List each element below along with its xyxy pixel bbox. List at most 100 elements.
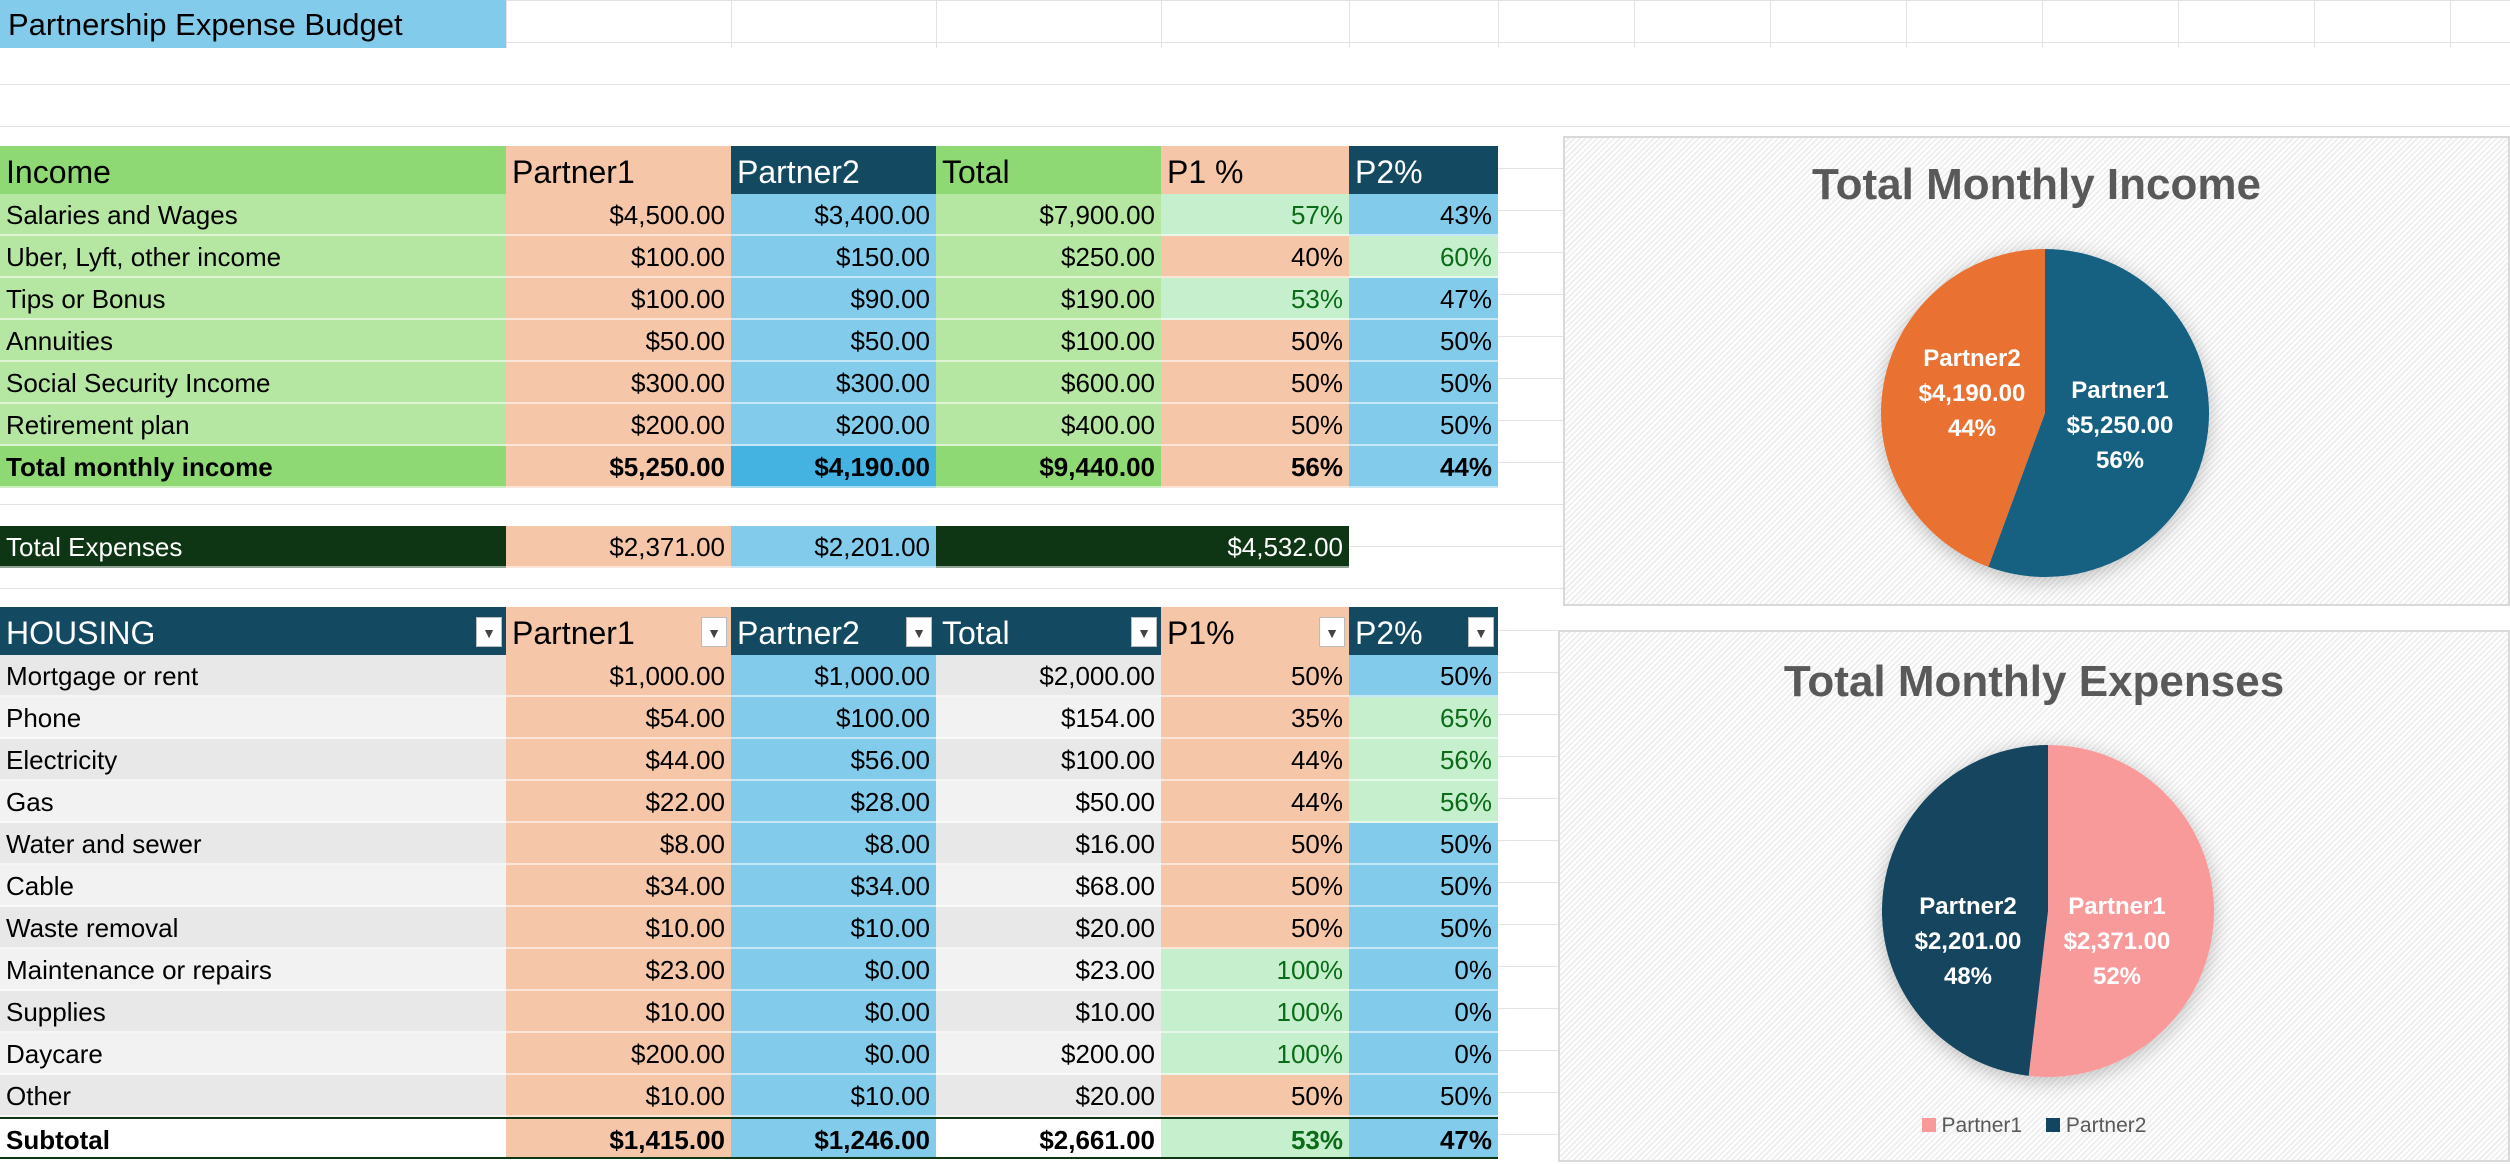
cell-p1-pct[interactable]: 100% (1161, 949, 1349, 991)
cell-label[interactable]: Cable (0, 865, 506, 907)
cell-partner2[interactable]: $34.00 (731, 865, 936, 907)
cell-label[interactable]: Tips or Bonus (0, 278, 506, 320)
cell-partner1[interactable]: $34.00 (506, 865, 731, 907)
cell-p1-pct[interactable]: 44% (1161, 781, 1349, 823)
column-header-p2-pct[interactable]: P2% ▼ (1349, 607, 1498, 655)
cell-p1-pct[interactable]: 50% (1161, 404, 1349, 446)
cell-p1-pct[interactable]: 35% (1161, 697, 1349, 739)
total-cell-partner2[interactable]: $1,246.00 (731, 1117, 936, 1159)
total-cell-p1-pct[interactable]: 53% (1161, 1117, 1349, 1159)
cell-p2-pct[interactable]: 50% (1349, 362, 1498, 404)
cell-total[interactable]: $100.00 (936, 320, 1161, 362)
cell-p2-pct[interactable]: 50% (1349, 404, 1498, 446)
total-cell-p2-pct[interactable]: 44% (1349, 446, 1498, 488)
cell-total[interactable]: $20.00 (936, 1075, 1161, 1117)
cell-partner1[interactable]: $22.00 (506, 781, 731, 823)
cell-partner1[interactable]: $10.00 (506, 991, 731, 1033)
cell-partner2[interactable]: $90.00 (731, 278, 936, 320)
cell-partner2[interactable]: $100.00 (731, 697, 936, 739)
column-header-total[interactable]: Total (936, 146, 1161, 194)
column-header-partner2[interactable]: Partner2 ▼ (731, 607, 936, 655)
cell-p1-pct[interactable]: 100% (1161, 991, 1349, 1033)
total-expenses-label[interactable]: Total Expenses (0, 526, 506, 568)
cell-total[interactable]: $154.00 (936, 697, 1161, 739)
cell-p1-pct[interactable]: 50% (1161, 865, 1349, 907)
column-header-label[interactable]: HOUSING ▼ (0, 607, 506, 655)
cell-partner2[interactable]: $0.00 (731, 949, 936, 991)
cell-partner2[interactable]: $28.00 (731, 781, 936, 823)
cell-partner2[interactable]: $0.00 (731, 1033, 936, 1075)
cell-label[interactable]: Mortgage or rent (0, 655, 506, 697)
pie-slice-partner2[interactable] (1881, 249, 2045, 567)
cell-total[interactable]: $50.00 (936, 781, 1161, 823)
cell-total[interactable]: $100.00 (936, 739, 1161, 781)
cell-total[interactable]: $16.00 (936, 823, 1161, 865)
cell-p2-pct[interactable]: 56% (1349, 781, 1498, 823)
filter-dropdown-icon[interactable]: ▼ (1319, 617, 1345, 647)
filter-dropdown-icon[interactable]: ▼ (1131, 617, 1157, 647)
column-header-partner1[interactable]: Partner1 ▼ (506, 607, 731, 655)
cell-label[interactable]: Other (0, 1075, 506, 1117)
cell-p2-pct[interactable]: 43% (1349, 194, 1498, 236)
cell-p2-pct[interactable]: 0% (1349, 949, 1498, 991)
cell-p1-pct[interactable]: 40% (1161, 236, 1349, 278)
pie-slice-partner1[interactable] (1988, 249, 2209, 577)
pie-slice-partner2[interactable] (1882, 745, 2048, 1076)
column-header-label[interactable]: Income (0, 146, 506, 194)
cell-partner2[interactable]: $10.00 (731, 1075, 936, 1117)
cell-label[interactable]: Water and sewer (0, 823, 506, 865)
cell-partner2[interactable]: $1,000.00 (731, 655, 936, 697)
cell-partner1[interactable]: $100.00 (506, 278, 731, 320)
cell-label[interactable]: Electricity (0, 739, 506, 781)
income-pie-chart[interactable]: Total Monthly Income Partner1 $5,250.00 56… (1563, 136, 2510, 606)
column-header-partner2[interactable]: Partner2 (731, 146, 936, 194)
cell-p1-pct[interactable]: 50% (1161, 320, 1349, 362)
cell-total[interactable]: $68.00 (936, 865, 1161, 907)
filter-dropdown-icon[interactable]: ▼ (1468, 617, 1494, 647)
cell-p1-pct[interactable]: 50% (1161, 1075, 1349, 1117)
total-cell-label[interactable]: Total monthly income (0, 446, 506, 488)
pie-slice-partner1[interactable] (2028, 745, 2215, 1077)
filter-dropdown-icon[interactable]: ▼ (476, 617, 502, 647)
cell-partner1[interactable]: $1,000.00 (506, 655, 731, 697)
cell-label[interactable]: Supplies (0, 991, 506, 1033)
cell-p1-pct[interactable]: 50% (1161, 823, 1349, 865)
cell-partner2[interactable]: $3,400.00 (731, 194, 936, 236)
cell-partner1[interactable]: $4,500.00 (506, 194, 731, 236)
cell-total[interactable]: $23.00 (936, 949, 1161, 991)
column-header-p1-pct[interactable]: P1 % (1161, 146, 1349, 194)
cell-partner1[interactable]: $44.00 (506, 739, 731, 781)
total-cell-total[interactable]: $9,440.00 (936, 446, 1161, 488)
column-header-total[interactable]: Total ▼ (936, 607, 1161, 655)
cell-partner2[interactable]: $150.00 (731, 236, 936, 278)
cell-total[interactable]: $2,000.00 (936, 655, 1161, 697)
cell-partner2[interactable]: $10.00 (731, 907, 936, 949)
cell-total[interactable]: $400.00 (936, 404, 1161, 446)
total-cell-partner1[interactable]: $1,415.00 (506, 1117, 731, 1159)
total-cell-p2-pct[interactable]: 47% (1349, 1117, 1498, 1159)
cell-p1-pct[interactable]: 57% (1161, 194, 1349, 236)
cell-p2-pct[interactable]: 50% (1349, 1075, 1498, 1117)
total-expenses-partner2[interactable]: $2,201.00 (731, 526, 936, 568)
sheet-title[interactable]: Partnership Expense Budget (0, 0, 506, 48)
cell-label[interactable]: Gas (0, 781, 506, 823)
total-expenses-partner1[interactable]: $2,371.00 (506, 526, 731, 568)
cell-partner1[interactable]: $300.00 (506, 362, 731, 404)
total-cell-partner2[interactable]: $4,190.00 (731, 446, 936, 488)
cell-p2-pct[interactable]: 0% (1349, 1033, 1498, 1075)
cell-p2-pct[interactable]: 56% (1349, 739, 1498, 781)
expenses-pie-chart[interactable]: Total Monthly Expenses Partner1 $2,371.00… (1558, 630, 2510, 1162)
cell-partner1[interactable]: $200.00 (506, 404, 731, 446)
cell-label[interactable]: Maintenance or repairs (0, 949, 506, 991)
filter-dropdown-icon[interactable]: ▼ (701, 617, 727, 647)
cell-partner2[interactable]: $200.00 (731, 404, 936, 446)
cell-p1-pct[interactable]: 53% (1161, 278, 1349, 320)
column-header-partner1[interactable]: Partner1 (506, 146, 731, 194)
cell-partner1[interactable]: $10.00 (506, 1075, 731, 1117)
cell-partner2[interactable]: $8.00 (731, 823, 936, 865)
cell-label[interactable]: Phone (0, 697, 506, 739)
cell-label[interactable]: Waste removal (0, 907, 506, 949)
cell-partner2[interactable]: $0.00 (731, 991, 936, 1033)
cell-label[interactable]: Social Security Income (0, 362, 506, 404)
cell-p1-pct[interactable]: 44% (1161, 739, 1349, 781)
